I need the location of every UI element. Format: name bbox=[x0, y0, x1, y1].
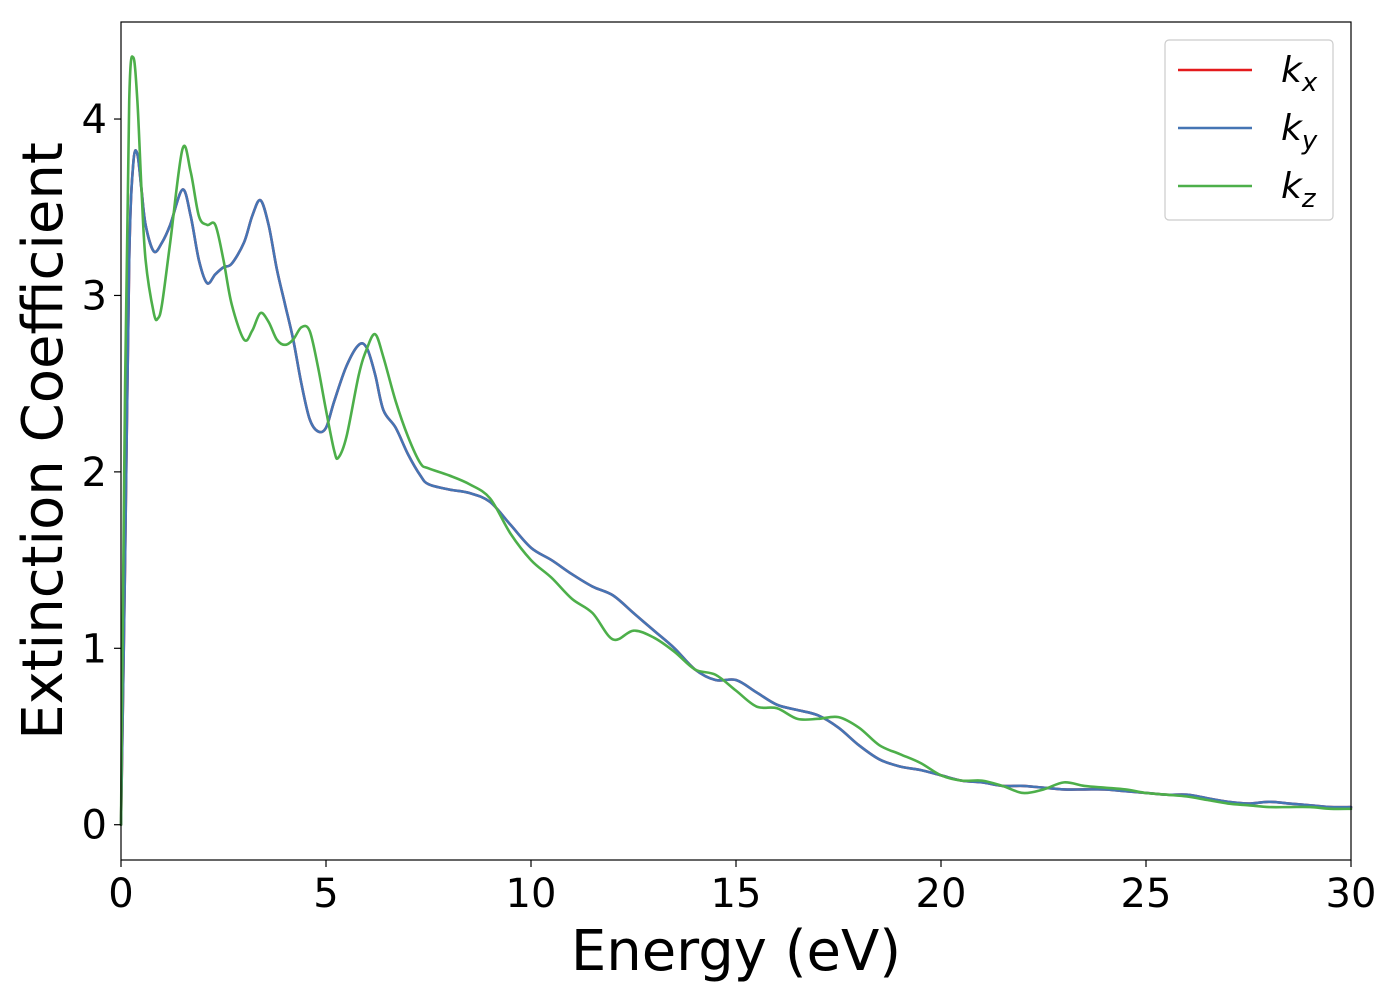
series-line-kz bbox=[119, 55, 1353, 827]
x-axis-ticks: 0 5 10 15 20 25 30 bbox=[108, 860, 1376, 917]
y-tick-label: 2 bbox=[82, 450, 107, 496]
legend-label-base: k bbox=[1281, 108, 1304, 149]
x-tick-label: 25 bbox=[1121, 871, 1172, 917]
legend-box bbox=[1164, 39, 1334, 221]
x-tick-label: 30 bbox=[1326, 871, 1377, 917]
plot-lines bbox=[119, 55, 1353, 827]
y-axis-title: Extinction Coefficient bbox=[11, 142, 76, 740]
y-tick-label: 3 bbox=[82, 273, 107, 319]
legend-label-subscript: x bbox=[1301, 68, 1318, 98]
legend-label-ky: ky bbox=[1281, 108, 1318, 156]
x-tick-label: 20 bbox=[916, 871, 967, 917]
y-axis-ticks: 0 1 2 3 4 bbox=[82, 97, 121, 849]
legend-label-kx: kx bbox=[1281, 50, 1318, 98]
series-line-ky bbox=[119, 149, 1353, 827]
y-tick-label: 1 bbox=[82, 626, 107, 672]
y-tick-label: 0 bbox=[82, 803, 107, 849]
x-axis-title: Energy (eV) bbox=[571, 919, 901, 984]
x-tick-label: 0 bbox=[108, 871, 133, 917]
x-tick-label: 10 bbox=[506, 871, 557, 917]
legend-label-kz: kz bbox=[1281, 166, 1317, 214]
legend-label-base: k bbox=[1281, 166, 1304, 207]
x-tick-label: 5 bbox=[313, 871, 338, 917]
legend-label-subscript: z bbox=[1301, 184, 1317, 214]
legend-label-subscript: y bbox=[1301, 126, 1318, 156]
x-tick-label: 15 bbox=[711, 871, 762, 917]
y-tick-label: 4 bbox=[82, 97, 107, 143]
legend-label-base: k bbox=[1281, 50, 1304, 91]
